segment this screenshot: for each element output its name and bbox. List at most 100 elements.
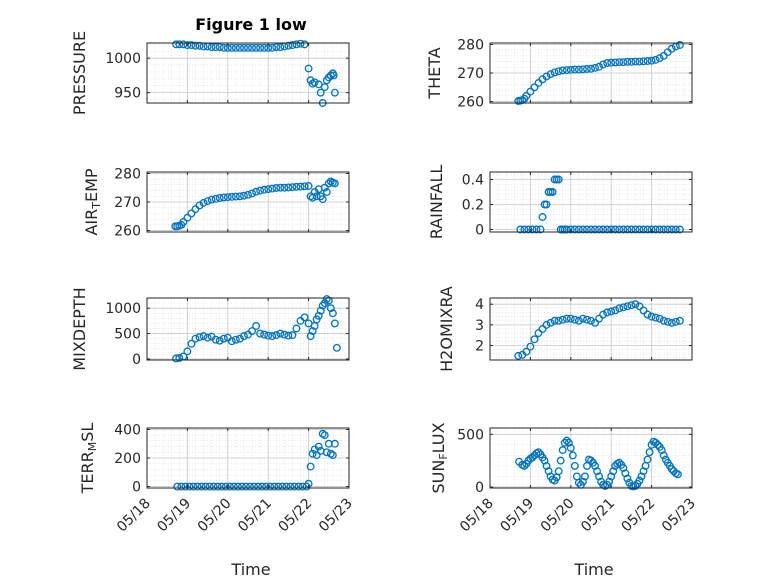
data-point [659, 225, 668, 234]
data-point [292, 324, 301, 333]
data-point [286, 482, 295, 491]
data-point [566, 314, 575, 323]
data-point [248, 327, 256, 335]
data-point [292, 40, 301, 49]
y-tick-label: 500 [457, 427, 484, 443]
data-point [554, 467, 563, 476]
data-point [330, 319, 339, 328]
data-point [328, 309, 337, 318]
y-tick-label: 260 [457, 95, 484, 111]
data-point [570, 315, 579, 324]
data-point [611, 306, 620, 315]
data-point [195, 41, 204, 50]
data-point [268, 43, 277, 52]
data-point [651, 313, 660, 322]
data-point [300, 182, 309, 191]
data-point [554, 67, 563, 76]
data-point [534, 448, 543, 457]
y-tick-label: 270 [457, 66, 484, 82]
data-point [306, 332, 315, 341]
data-point [294, 482, 303, 491]
data-point [231, 43, 240, 52]
data-point [591, 318, 599, 327]
y-tick-label: 0 [475, 480, 484, 496]
data-point [227, 192, 236, 201]
y-axis-label: PRESSURE [70, 31, 89, 115]
data-point [651, 225, 660, 234]
data-point [524, 225, 533, 234]
data-point [570, 461, 579, 470]
data-point [538, 213, 547, 221]
subplot-rainfall: 0 0.2 0.4 RAINFALL [427, 165, 693, 240]
data-point [667, 465, 676, 474]
data-point [548, 188, 557, 196]
data-point [530, 335, 539, 344]
data-point [314, 442, 323, 451]
axes-box [489, 171, 693, 233]
data-point [328, 451, 337, 460]
data-point [655, 225, 664, 234]
data-point [578, 225, 587, 234]
data-point [568, 451, 577, 460]
data-point [250, 482, 259, 491]
subplot-mixdepth: 0 500 1000 MIXDEPTH [70, 287, 350, 371]
data-point [520, 225, 529, 234]
y-axis-label: H2OMIXRA [437, 286, 456, 372]
figure-title: Figure 1 low [195, 15, 307, 34]
data-point [175, 40, 184, 49]
data-point [248, 43, 256, 52]
data-point [627, 57, 636, 66]
data-point [227, 43, 236, 52]
data-point [284, 183, 293, 192]
data-point [619, 225, 628, 234]
data-point [623, 225, 632, 234]
data-point [639, 225, 648, 234]
data-point [631, 300, 640, 309]
data-point [562, 225, 571, 234]
data-point [647, 56, 656, 65]
data-point [256, 329, 265, 338]
y-tick-label: 0 [475, 223, 484, 239]
x-tick-label: 05/19 [497, 496, 537, 536]
data-point [587, 225, 595, 234]
data-point [595, 62, 604, 71]
data-point [647, 225, 656, 234]
data-point [653, 440, 662, 449]
data-point [619, 58, 628, 67]
data-point [179, 218, 188, 226]
data-point [292, 182, 301, 191]
data-point [532, 225, 541, 234]
data-point [651, 438, 660, 447]
data-point [578, 314, 587, 323]
y-tick-label: 0 [132, 480, 141, 496]
data-point [615, 304, 624, 313]
y-axis-label: SUNFLUX [429, 422, 450, 493]
data-point [655, 54, 664, 63]
data-point [211, 194, 220, 203]
data-point [195, 333, 204, 342]
data-point [223, 193, 232, 202]
data-point [330, 439, 339, 448]
data-point [254, 482, 263, 491]
subplot-grid: 950 1000 PRESSURE 260 270 280 THETA 260 270 280 AI… [70, 31, 699, 535]
data-point [244, 330, 252, 339]
data-point [320, 299, 329, 308]
data-point [550, 68, 559, 77]
data-point [520, 461, 529, 470]
y-tick-label: 270 [114, 195, 141, 211]
data-point [264, 331, 273, 340]
data-point [284, 331, 293, 340]
data-point [172, 40, 181, 49]
y-axis-label: THETA [425, 47, 444, 99]
x-tick-label: 05/21 [578, 496, 618, 536]
subplot-sunflux: 0 500 SUNFLUX 05/18 05/19 05/20 05/21 05/22 05/2… [429, 422, 699, 535]
y-axis-label: RAINFALL [427, 165, 446, 240]
x-tick-label: 05/21 [235, 496, 275, 536]
data-point [330, 179, 339, 188]
data-point [187, 209, 196, 218]
data-point [244, 190, 252, 199]
data-point [627, 225, 636, 234]
data-point [322, 295, 331, 303]
data-point [587, 64, 595, 73]
axes-box [489, 297, 693, 361]
